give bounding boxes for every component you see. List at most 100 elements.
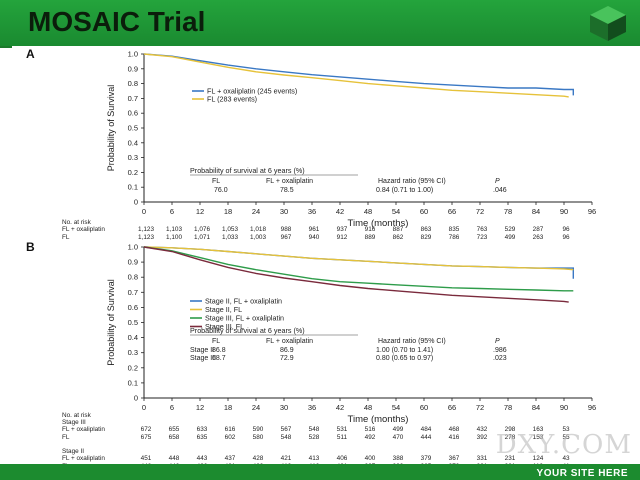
stats-fl-value: 76.0 <box>214 187 228 194</box>
at-risk-group-label: Stage III <box>62 419 86 426</box>
header-accent <box>0 46 12 48</box>
at-risk-value: 889 <box>364 234 376 241</box>
x-tick-label: 42 <box>336 403 344 412</box>
x-tick-label: 24 <box>252 207 260 216</box>
x-tick-label: 84 <box>532 403 540 412</box>
x-tick-label: 48 <box>364 207 372 216</box>
stats-p-value: .023 <box>493 355 507 362</box>
stats-hr-value: 1.00 (0.70 to 1.41) <box>376 347 433 354</box>
at-risk-value: 912 <box>336 234 348 241</box>
at-risk-value: 428 <box>252 455 264 462</box>
at-risk-value: 470 <box>392 434 404 441</box>
at-risk-value: 388 <box>392 455 404 462</box>
slide-header <box>0 0 640 46</box>
at-risk-value: 379 <box>420 455 432 462</box>
stats-col-fl: FL <box>212 338 220 345</box>
slide-footer: YOUR SITE HERE <box>0 464 640 480</box>
y-tick-label: 0.2 <box>128 363 138 372</box>
stats-row-label: Stage III <box>190 355 216 362</box>
at-risk-value: 967 <box>280 234 292 241</box>
stats-col-p: P <box>495 338 500 345</box>
series-line-2 <box>143 53 569 98</box>
x-tick-label: 24 <box>252 403 260 412</box>
at-risk-value: 528 <box>308 434 320 441</box>
stats-col-fl: FL <box>212 178 220 185</box>
x-tick-label: 66 <box>448 403 456 412</box>
panel-label-B: B <box>26 240 35 254</box>
stats-hr-value: 0.84 (0.71 to 1.00) <box>376 187 433 194</box>
stats-box-title: Probability of survival at 6 years (%) <box>190 326 305 335</box>
y-tick-label: 0.4 <box>128 138 138 147</box>
at-risk-value: 96 <box>562 234 570 241</box>
at-risk-value: 392 <box>476 434 488 441</box>
slide-title: MOSAIC Trial <box>28 6 206 37</box>
legend-entry-1: FL + oxaliplatin (245 events) <box>207 87 297 96</box>
y-tick-label: 0 <box>134 394 138 403</box>
x-tick-label: 96 <box>588 403 596 412</box>
at-risk-value: 263 <box>532 234 544 241</box>
x-tick-label: 72 <box>476 207 484 216</box>
x-tick-label: 30 <box>280 207 288 216</box>
at-risk-value: 367 <box>448 455 460 462</box>
y-tick-label: 0.7 <box>128 288 138 297</box>
x-tick-label: 6 <box>170 403 174 412</box>
x-tick-label: 90 <box>560 207 568 216</box>
x-tick-label: 12 <box>196 207 204 216</box>
at-risk-value: 655 <box>168 426 180 433</box>
at-risk-group-label: Stage II <box>62 448 85 455</box>
x-tick-label: 12 <box>196 403 204 412</box>
at-risk-value: 278 <box>504 434 516 441</box>
at-risk-value: 163 <box>532 426 544 433</box>
at-risk-value: 231 <box>504 455 516 462</box>
stats-col-flox: FL + oxaliplatin <box>266 338 313 345</box>
at-risk-value: 786 <box>448 234 460 241</box>
at-risk-value: 887 <box>392 226 404 233</box>
at-risk-value: 672 <box>140 426 152 433</box>
legend-entry-2: FL (283 events) <box>207 95 257 104</box>
at-risk-value: 590 <box>252 426 264 433</box>
figure-area: A 0 0.1 0.2 0.3 0.4 0.5 0.6 0.7 0.8 0.9 1.0 0 6 12 18 24… <box>14 46 630 464</box>
at-risk-value: 448 <box>168 455 180 462</box>
x-tick-label: 42 <box>336 207 344 216</box>
y-tick-label: 0.1 <box>128 378 138 387</box>
at-risk-value: 723 <box>476 234 488 241</box>
at-risk-value: 451 <box>140 455 152 462</box>
at-risk-row-label: FL <box>62 434 70 441</box>
at-risk-value: 406 <box>336 455 348 462</box>
y-tick-label: 0.1 <box>128 183 138 192</box>
legend-entry-3: Stage III, FL + oxaliplatin <box>205 314 284 323</box>
stats-flox-value: 78.5 <box>280 187 294 194</box>
at-risk-value: 416 <box>448 434 460 441</box>
series-line-3 <box>143 246 574 292</box>
x-tick-label: 90 <box>560 403 568 412</box>
stats-col-p: P <box>495 178 500 185</box>
series-line-4 <box>143 246 569 303</box>
stats-box-title: Probability of survival at 6 years (%) <box>190 166 305 175</box>
panel-label-A: A <box>26 47 35 61</box>
at-risk-value: 153 <box>532 434 544 441</box>
at-risk-value: 298 <box>504 426 516 433</box>
y-tick-label: 0.8 <box>128 79 138 88</box>
at-risk-value: 862 <box>392 234 404 241</box>
stats-hr-value: 0.80 (0.65 to 0.97) <box>376 355 433 362</box>
x-tick-label: 18 <box>224 207 232 216</box>
y-tick-label: 0.4 <box>128 333 138 342</box>
at-risk-value: 516 <box>364 426 376 433</box>
at-risk-value: 499 <box>504 234 516 241</box>
x-tick-label: 96 <box>588 207 596 216</box>
x-tick-label: 60 <box>420 403 428 412</box>
at-risk-value: 1,033 <box>222 234 238 241</box>
watermark: DXY.COM <box>495 430 632 460</box>
x-tick-label: 6 <box>170 207 174 216</box>
x-tick-label: 18 <box>224 403 232 412</box>
y-tick-label: 1.0 <box>128 243 138 252</box>
y-tick-label: 0.9 <box>128 64 138 73</box>
x-tick-label: 0 <box>142 403 146 412</box>
at-risk-value: 529 <box>504 226 516 233</box>
footer-text: YOUR SITE HERE <box>536 468 628 479</box>
x-tick-label: 36 <box>308 403 316 412</box>
y-tick-label: 1.0 <box>128 50 138 59</box>
at-risk-value: 940 <box>308 234 320 241</box>
at-risk-value: 1,053 <box>222 226 238 233</box>
at-risk-value: 1,103 <box>166 226 182 233</box>
